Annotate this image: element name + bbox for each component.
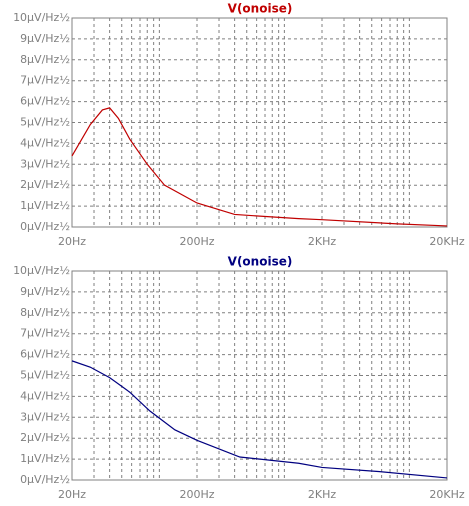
y-tick-label: 0µV/Hz½	[20, 473, 70, 486]
y-tick-label: 7µV/Hz½	[20, 327, 70, 340]
series-line	[71, 107, 448, 227]
y-tick-label: 0µV/Hz½	[20, 220, 70, 233]
y-tick-label: 5µV/Hz½	[20, 116, 70, 129]
y-tick-label: 8µV/Hz½	[20, 53, 70, 66]
y-tick-label: 1µV/Hz½	[20, 199, 70, 212]
x-tick-label: 200Hz	[179, 488, 214, 501]
plot-frame	[71, 17, 448, 228]
y-tick-label: 10µV/Hz½	[13, 264, 70, 277]
y-tick-label: 4µV/Hz½	[20, 136, 70, 149]
x-tick-label: 20Hz	[58, 235, 86, 248]
y-tick-label: 2µV/Hz½	[20, 178, 70, 191]
y-tick-label: 6µV/Hz½	[20, 348, 70, 361]
y-tick-label: 9µV/Hz½	[20, 285, 70, 298]
x-tick-label: 2KHz	[308, 488, 336, 501]
x-tick-label: 20Hz	[58, 488, 86, 501]
plot-frame	[71, 270, 448, 481]
y-tick-label: 7µV/Hz½	[20, 74, 70, 87]
y-tick-label: 9µV/Hz½	[20, 32, 70, 45]
y-tick-label: 1µV/Hz½	[20, 452, 70, 465]
series-line	[71, 360, 448, 479]
y-tick-label: 3µV/Hz½	[20, 410, 70, 423]
y-tick-label: 3µV/Hz½	[20, 157, 70, 170]
y-tick-label: 5µV/Hz½	[20, 369, 70, 382]
y-tick-label: 8µV/Hz½	[20, 306, 70, 319]
x-tick-label: 2KHz	[308, 235, 336, 248]
chart-title: V(onoise)	[228, 2, 293, 16]
y-tick-label: 10µV/Hz½	[13, 11, 70, 24]
x-tick-label: 20KHz	[429, 488, 464, 501]
y-tick-label: 2µV/Hz½	[20, 431, 70, 444]
x-tick-label: 20KHz	[429, 235, 464, 248]
x-tick-label: 200Hz	[179, 235, 214, 248]
y-tick-label: 6µV/Hz½	[20, 95, 70, 108]
y-tick-label: 4µV/Hz½	[20, 389, 70, 402]
chart-title: V(onoise)	[228, 255, 293, 269]
